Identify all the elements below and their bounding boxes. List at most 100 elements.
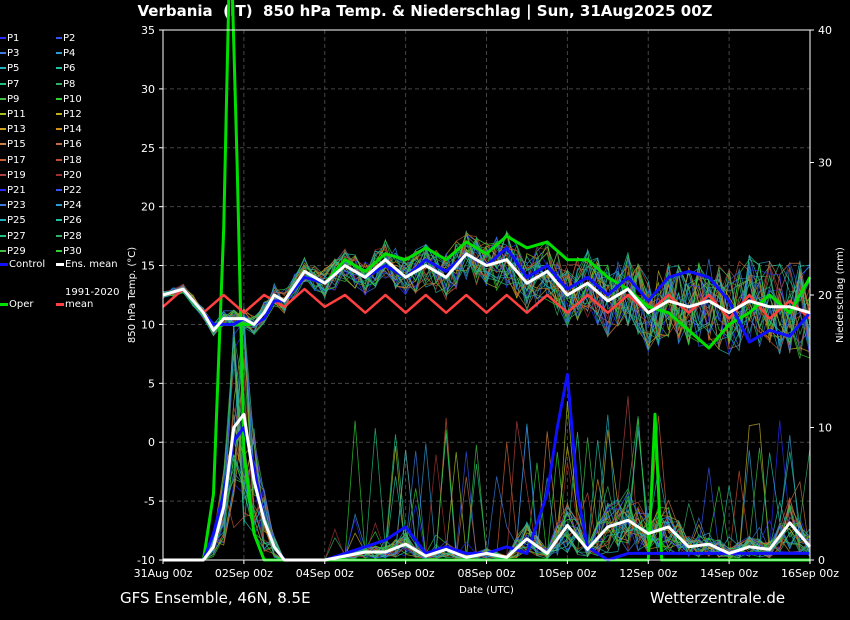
legend-item-p2: P2	[56, 33, 75, 45]
legend-item-p19: P19	[0, 170, 26, 182]
legend-item-p3-label: P3	[7, 48, 20, 60]
legend-item-p26: P26	[56, 215, 82, 227]
member-temp-line-p25	[162, 244, 811, 355]
legend-item-p21-swatch	[0, 189, 6, 191]
legend-item-p23-label: P23	[7, 200, 26, 212]
legend-item-p3: P3	[0, 48, 19, 60]
legend-item-p30-swatch	[56, 249, 62, 252]
legend-item-p20-swatch	[56, 173, 62, 176]
y2-axis-label: Niederschlag (mm)	[835, 247, 846, 343]
legend-item-ens-mean-swatch	[56, 262, 64, 266]
legend-item-p29-label: P29	[7, 245, 26, 257]
legend-item-p10-swatch	[56, 97, 62, 100]
legend-item-p17: P17	[0, 155, 26, 167]
legend-item-p22-label: P22	[63, 185, 82, 196]
y-tick-label: 30	[141, 83, 155, 96]
legend-item-p10: P10	[56, 94, 82, 106]
legend-item-p1: P1	[0, 33, 19, 45]
chart-title: Verbania (IT) 850 hPa Temp. & Niederschl…	[137, 2, 713, 20]
y2-tick-label: 0	[818, 554, 825, 567]
x-tick-label: 06Sep 00z	[377, 567, 435, 580]
legend-item-p28-swatch	[56, 234, 62, 237]
legend-item-p16: P16	[56, 139, 82, 151]
legend-item-p8-swatch	[56, 82, 62, 85]
member-precip-line-p23	[163, 425, 811, 561]
legend-item-p1-label: P1	[7, 33, 20, 44]
legend-item-p27: P27	[0, 231, 26, 243]
legend-item-p13-label: P13	[7, 124, 26, 136]
legend-item-p24-label: P24	[63, 200, 82, 212]
source-credit: Wetterzentrale.de	[650, 589, 786, 607]
y-tick-label: 35	[141, 24, 155, 37]
y2-tick-label: 30	[818, 157, 832, 170]
legend-item-p29-swatch	[0, 249, 6, 252]
y2-tick-label: 20	[818, 289, 832, 302]
legend-item-clim-mean: 1991-2020 mean	[56, 287, 136, 311]
legend-item-p2-label: P2	[63, 33, 76, 44]
legend-item-p25-label: P25	[7, 215, 26, 227]
x-tick-label: 10Sep 00z	[538, 567, 596, 580]
legend-item-p27-label: P27	[7, 230, 26, 242]
series-line-ens-mean-precip	[163, 412, 812, 562]
legend-item-p13-swatch	[0, 128, 6, 131]
legend-item-p4-swatch	[56, 52, 62, 55]
legend-item-p23: P23	[0, 200, 26, 212]
legend-item-p11-swatch	[0, 113, 6, 115]
legend-item-p8: P8	[56, 79, 75, 91]
legend-item-p7-label: P7	[7, 78, 20, 90]
legend-item-p17-label: P17	[7, 154, 26, 166]
y-tick-label: 15	[141, 260, 155, 273]
legend-item-p6-label: P6	[63, 63, 76, 75]
legend-item-p5: P5	[0, 63, 19, 75]
member-precip-line-p29	[163, 337, 811, 561]
legend-item-clim-mean-label: 1991-2020 mean	[65, 287, 120, 310]
x-tick-label: 02Sep 00z	[215, 567, 273, 580]
legend-item-p28: P28	[56, 231, 82, 243]
legend-item-p24: P24	[56, 200, 82, 212]
x-tick-label: 04Sep 00z	[296, 567, 354, 580]
y-tick-label: 20	[141, 201, 155, 214]
legend-item-p11: P11	[0, 109, 26, 121]
legend-item-p5-swatch	[0, 67, 6, 70]
legend-item-p3-swatch	[0, 52, 6, 55]
member-temp-line-p29	[162, 230, 811, 346]
legend-item-p25-swatch	[0, 219, 6, 222]
legend-item-p19-swatch	[0, 173, 6, 176]
legend-item-p6: P6	[56, 63, 75, 75]
y-tick-label: -10	[137, 554, 155, 567]
y-axis-label: 850 hPa Temp. (°C)	[127, 247, 138, 343]
legend-item-p9-swatch	[0, 97, 6, 100]
legend-item-p30: P30	[56, 246, 82, 258]
legend-item-p4-label: P4	[63, 48, 76, 60]
legend-item-p26-swatch	[56, 219, 62, 222]
x-tick-label: 12Sep 00z	[619, 567, 677, 580]
legend-item-p18-label: P18	[63, 154, 82, 166]
legend-item-p7: P7	[0, 79, 19, 91]
legend-item-p23-swatch	[0, 204, 6, 207]
legend-item-p11-label: P11	[7, 109, 26, 120]
legend-item-p12-swatch	[56, 113, 62, 115]
y-tick-label: 10	[141, 318, 155, 331]
x-tick-label: 14Sep 00z	[700, 567, 758, 580]
legend-item-oper: Oper	[0, 299, 33, 311]
legend-item-p14-swatch	[56, 128, 62, 131]
model-info: GFS Ensemble, 46N, 8.5E	[120, 589, 311, 607]
legend-item-p19-label: P19	[7, 169, 26, 181]
x-tick-label: 16Sep 00z	[781, 567, 839, 580]
legend-item-p29: P29	[0, 246, 26, 258]
legend-item-p6-swatch	[56, 67, 62, 70]
y-tick-label: 0	[148, 436, 155, 449]
legend-item-control-label: Control	[9, 259, 46, 270]
legend-item-p24-swatch	[56, 204, 62, 207]
legend-item-p7-swatch	[0, 82, 6, 85]
legend-item-p10-label: P10	[63, 93, 82, 105]
legend-item-p17-swatch	[0, 158, 6, 161]
legend-item-p16-swatch	[56, 143, 62, 146]
legend-item-p12-label: P12	[63, 109, 82, 120]
legend-item-clim-mean-swatch	[56, 302, 64, 306]
y-tick-label: 5	[148, 377, 155, 390]
legend-item-p18-swatch	[56, 158, 62, 161]
legend-item-control: Control	[0, 259, 45, 271]
legend-item-ens-mean-label: Ens. mean	[65, 259, 118, 270]
